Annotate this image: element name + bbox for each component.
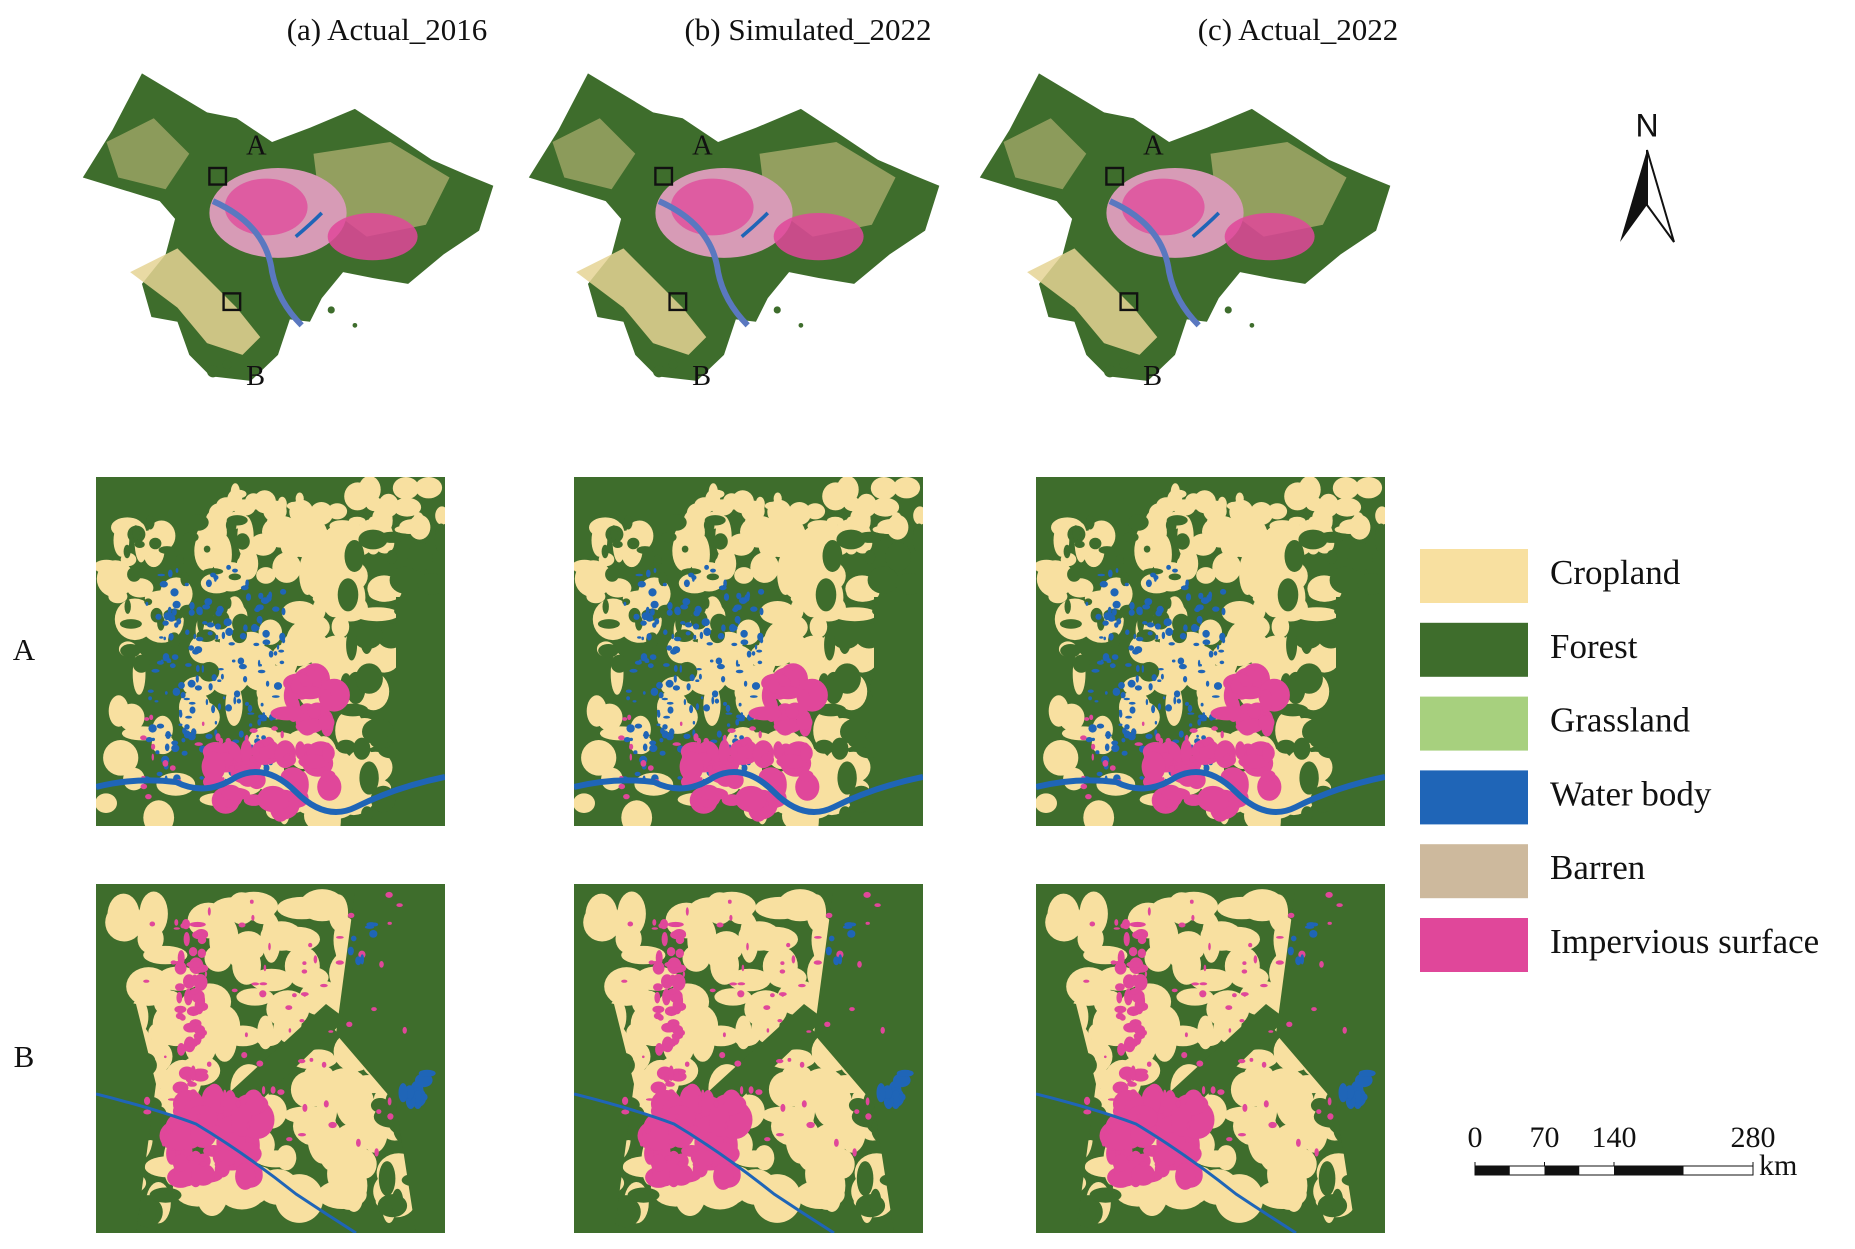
- panel-title: (c) Actual_2022: [1198, 12, 1399, 47]
- scale-unit: km: [1759, 1149, 1797, 1182]
- legend-label: Impervious surface: [1550, 922, 1819, 961]
- box-label: A: [246, 130, 267, 161]
- overview-map: AB: [980, 73, 1391, 392]
- scale-label: 70: [1530, 1121, 1560, 1154]
- panel-title: (b) Simulated_2022: [684, 12, 931, 47]
- row-label: B: [14, 1039, 35, 1074]
- detail-map: [94, 476, 461, 841]
- detail-map: [75, 882, 463, 1242]
- legend-swatch: [1420, 770, 1528, 825]
- legend-swatch: [1420, 622, 1528, 677]
- detail-maps: AB: [13, 476, 1403, 1242]
- legend: Cropland Forest Grassland Water body Barren I…: [1420, 549, 1819, 972]
- region-shape: [529, 73, 940, 381]
- scale-segment: [1544, 1166, 1580, 1175]
- box-label: A: [1143, 130, 1164, 161]
- legend-swatch: [1420, 696, 1528, 751]
- north-label: N: [1635, 107, 1658, 143]
- legend-swatch: [1420, 844, 1528, 899]
- legend-label: Grassland: [1550, 701, 1690, 740]
- scale-label: 280: [1731, 1121, 1776, 1154]
- row-label: A: [13, 632, 36, 667]
- legend-label: Barren: [1550, 848, 1645, 887]
- box-label: B: [1143, 361, 1162, 392]
- overview-map: AB: [529, 73, 940, 392]
- scale-segment: [1614, 1166, 1684, 1175]
- legend-swatch: [1420, 918, 1528, 972]
- titles: (a) Actual_2016 (b) Simulated_2022 (c) Act…: [287, 12, 1399, 47]
- legend-label: Forest: [1550, 627, 1638, 666]
- arrow-left: [1620, 150, 1647, 242]
- region-shape: [980, 73, 1391, 381]
- panel-title: (a) Actual_2016: [287, 12, 488, 47]
- legend-swatch: [1420, 549, 1528, 603]
- detail-map: [572, 476, 939, 841]
- box-label: A: [692, 130, 713, 161]
- region-shape: [83, 73, 494, 381]
- box-label: B: [246, 361, 265, 392]
- detail-map: [553, 882, 941, 1242]
- detail-map: [1015, 882, 1403, 1242]
- scale-segment: [1475, 1166, 1510, 1175]
- detail-map: [1034, 476, 1401, 841]
- legend-label: Water body: [1550, 774, 1712, 813]
- legend-label: Cropland: [1550, 553, 1681, 592]
- scale-label: 0: [1468, 1121, 1483, 1154]
- north-arrow: N: [1620, 107, 1675, 243]
- box-label: B: [692, 361, 711, 392]
- overview-map: AB: [83, 73, 494, 392]
- arrow-right: [1646, 149, 1675, 243]
- scale-label: 140: [1592, 1121, 1637, 1154]
